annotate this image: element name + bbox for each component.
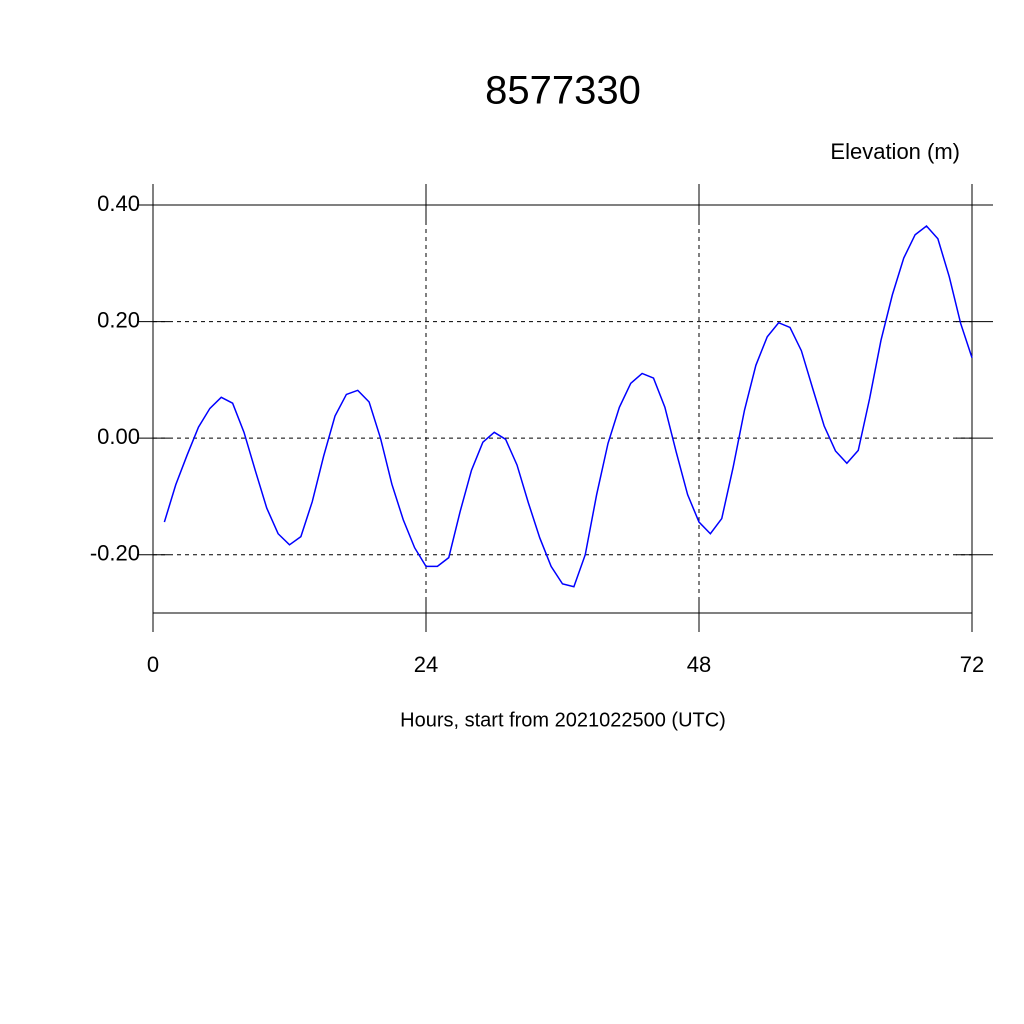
plot-frame xyxy=(152,204,973,614)
y-tick-label: 0.20 xyxy=(97,307,140,332)
x-tick-label: 72 xyxy=(960,652,984,677)
x-tick-label: 24 xyxy=(414,652,438,677)
y-tick-label: 0.00 xyxy=(97,424,140,449)
y-tick-label: -0.20 xyxy=(90,541,140,566)
y-tick-label: 0.40 xyxy=(97,191,140,216)
chart-title: 8577330 xyxy=(485,69,641,113)
subtitle: Elevation (m) xyxy=(830,139,960,164)
x-axis-label: Hours, start from 2021022500 (UTC) xyxy=(400,709,726,731)
x-tick-label: 0 xyxy=(147,652,159,677)
x-tick-label: 48 xyxy=(687,652,711,677)
data-line xyxy=(163,224,973,588)
